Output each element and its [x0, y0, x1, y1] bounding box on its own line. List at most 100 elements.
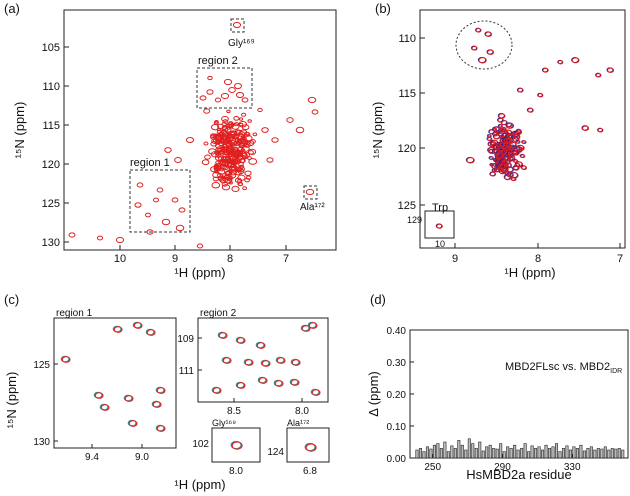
nmr-peak	[211, 124, 220, 131]
nmr-peak	[230, 133, 240, 140]
nmr-peak	[489, 171, 497, 177]
nmr-peak	[542, 67, 549, 73]
nmr-peak	[232, 21, 242, 29]
bar	[495, 448, 499, 459]
panel-a-ylabel: ¹⁵N (ppm)	[12, 102, 27, 159]
nmr-peak	[311, 389, 321, 396]
nmr-peak	[226, 162, 235, 168]
panel-c-region1-xtick: 9.4	[85, 452, 99, 463]
nmr-peak	[203, 108, 211, 114]
nmr-peak	[152, 197, 160, 203]
panel-d-frame	[409, 329, 629, 459]
bar	[506, 446, 510, 459]
bar	[436, 443, 440, 459]
nmr-peak	[475, 28, 482, 33]
panel-d-legend: MBD2FLsc vs. MBD2IDR	[505, 361, 622, 375]
panel-c-ala-frame	[286, 427, 330, 463]
nmr-peak	[487, 49, 495, 55]
nmr-peak	[203, 141, 209, 146]
nmr-peak	[595, 73, 602, 78]
bar	[530, 445, 534, 459]
nmr-peak	[521, 165, 528, 171]
panel-a-peaks	[68, 21, 319, 249]
nmr-peak	[68, 232, 76, 238]
nmr-peak	[557, 60, 564, 65]
nmr-peak	[256, 342, 266, 349]
panel-b-tick-marks	[420, 37, 621, 248]
bar	[537, 446, 541, 459]
nmr-peak	[212, 387, 222, 394]
panel-b-inset-xtick: 10	[435, 239, 445, 249]
nmr-peak	[307, 96, 317, 104]
bar	[527, 451, 531, 459]
nmr-peak	[241, 145, 250, 152]
bar	[443, 441, 447, 459]
panel-c-gly-ytick: 102	[192, 439, 209, 450]
nmr-peak	[236, 139, 246, 146]
nmr-peak	[515, 129, 523, 135]
nmr-peak	[249, 139, 256, 144]
nmr-peak	[211, 181, 221, 189]
nmr-peak	[261, 127, 269, 133]
nmr-peak	[506, 145, 513, 151]
panel-d-yticks: 0.00 0.10 0.20 0.30 0.40	[387, 326, 414, 465]
nmr-peak	[238, 117, 244, 121]
bar	[429, 448, 433, 459]
panel-a-tag: (a)	[4, 1, 20, 16]
panel-c-region1-ytick: 130	[33, 437, 50, 448]
bar	[474, 448, 478, 459]
bar	[488, 444, 492, 459]
nmr-peak	[226, 147, 233, 153]
nmr-peak	[311, 109, 319, 115]
x-tick-label: 250	[424, 462, 441, 473]
nmr-peak	[501, 129, 506, 133]
panel-c-region1-ticks	[54, 363, 143, 448]
nmr-peak	[258, 377, 268, 384]
panel-c-region1-peaks	[60, 321, 166, 432]
panel-c-ala-peaks	[304, 442, 317, 452]
nmr-peak	[231, 441, 243, 450]
panel-c-region2-ytick: 109	[177, 334, 194, 345]
nmr-peak	[178, 207, 186, 213]
nmr-peak	[492, 149, 499, 154]
bar	[582, 450, 586, 459]
nmr-peak	[571, 57, 580, 64]
nmr-peak	[261, 360, 271, 367]
nmr-peak	[234, 177, 242, 183]
bar	[575, 448, 579, 459]
nmr-peak	[516, 145, 525, 152]
nmr-peak	[115, 236, 125, 244]
panel-d-ylabel: Δ (ppm)	[366, 371, 381, 417]
panel-b-frame	[419, 9, 626, 249]
panel-d-legend-sub: IDR	[610, 368, 622, 375]
panel-d-bars	[415, 438, 625, 459]
panel-a-ytick-marks	[64, 46, 287, 250]
nmr-peak	[199, 95, 207, 101]
nmr-peak	[274, 380, 284, 387]
nmr-peak	[521, 140, 527, 145]
nmr-peak	[96, 235, 104, 241]
panel-a-xtick: 9	[172, 253, 178, 265]
nmr-peak	[134, 202, 142, 208]
bar	[450, 445, 454, 459]
panel-c-region2-xtick: 8.0	[295, 406, 309, 417]
nmr-peak	[244, 177, 251, 183]
bar	[534, 448, 538, 459]
nmr-peak	[291, 359, 301, 366]
nmr-peak	[276, 357, 286, 364]
nmr-peak	[236, 337, 246, 344]
nmr-peak	[235, 91, 245, 99]
panel-c-ala-label: Ala¹⁷²	[287, 418, 309, 428]
nmr-peak	[214, 151, 219, 155]
bar	[607, 449, 611, 459]
nmr-peak	[216, 129, 223, 134]
panel-c-ala-ytick: 124	[267, 447, 284, 458]
bar	[439, 448, 443, 459]
bar	[481, 450, 485, 459]
panel-c-gly-label: Gly¹⁶⁹	[212, 418, 236, 428]
nmr-peak	[506, 122, 513, 128]
nmr-peak	[301, 325, 311, 332]
panel-a-region1-box	[129, 169, 191, 233]
panel-c-ylabel: ¹⁵N (ppm)	[4, 372, 19, 429]
nmr-peak	[161, 218, 171, 226]
